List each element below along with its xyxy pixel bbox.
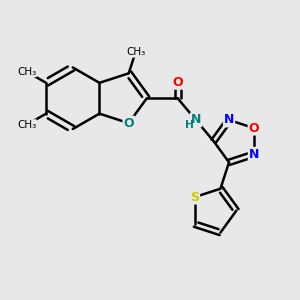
Text: O: O [172, 76, 183, 89]
Text: CH₃: CH₃ [17, 120, 36, 130]
Text: H: H [185, 121, 194, 130]
Text: O: O [249, 122, 259, 135]
Text: N: N [224, 113, 234, 127]
Text: CH₃: CH₃ [17, 67, 36, 77]
Text: CH₃: CH₃ [126, 47, 145, 57]
Text: S: S [190, 190, 199, 204]
Text: O: O [123, 117, 134, 130]
Text: N: N [190, 113, 201, 126]
Text: N: N [249, 148, 259, 161]
